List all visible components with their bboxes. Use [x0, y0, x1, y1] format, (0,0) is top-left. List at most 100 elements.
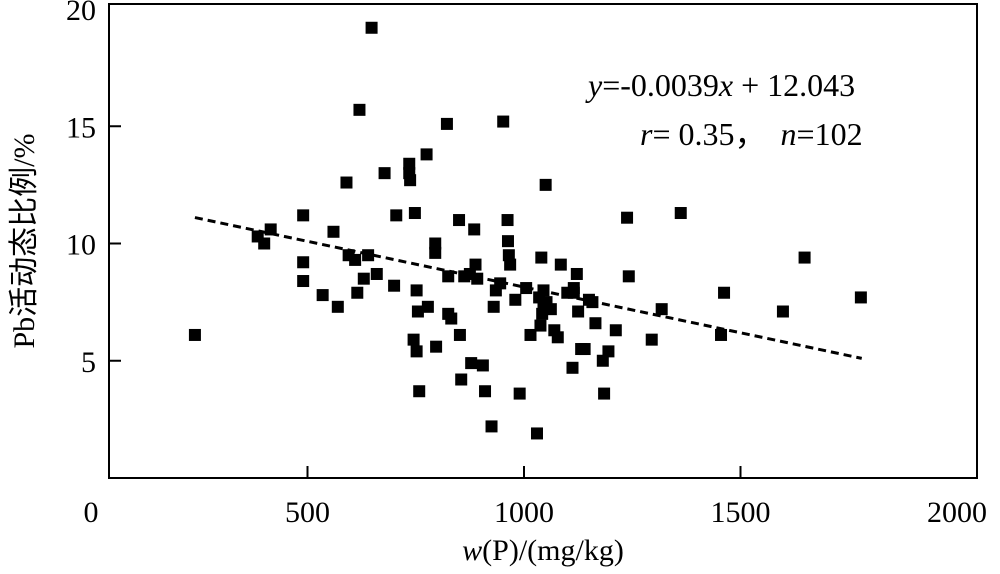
- y-tick-label: 5: [81, 346, 96, 379]
- data-point: [188, 328, 201, 341]
- x-axis-ticks: 0 500 1000 1500 2000: [84, 466, 987, 529]
- data-point: [537, 284, 550, 297]
- y-tick-label: 15: [66, 111, 96, 144]
- data-point: [596, 354, 609, 367]
- data-point: [297, 256, 310, 269]
- data-point: [520, 282, 533, 295]
- data-point: [353, 103, 366, 116]
- data-point: [349, 253, 362, 266]
- x-tick-label: 500: [285, 496, 330, 529]
- data-point: [554, 258, 567, 271]
- data-point: [572, 305, 585, 318]
- data-points: [188, 21, 867, 440]
- data-point: [718, 286, 731, 299]
- data-point: [622, 270, 635, 283]
- data-point: [578, 343, 591, 356]
- data-point: [327, 225, 340, 238]
- data-point: [258, 237, 271, 250]
- data-point: [471, 272, 484, 285]
- data-point: [501, 214, 514, 227]
- data-point: [504, 258, 517, 271]
- data-point: [410, 284, 423, 297]
- data-point: [408, 207, 421, 220]
- data-point: [530, 427, 543, 440]
- data-point: [445, 312, 458, 325]
- y-tick-label: 20: [66, 0, 96, 27]
- data-point: [570, 267, 583, 280]
- y-axis-label: Pb活动态比例/%: [8, 133, 41, 348]
- data-point: [476, 359, 489, 372]
- data-point: [715, 328, 728, 341]
- data-point: [487, 300, 500, 313]
- data-point: [370, 267, 383, 280]
- data-point: [494, 277, 507, 290]
- data-point: [621, 211, 634, 224]
- data-point: [331, 300, 344, 313]
- data-point: [609, 324, 622, 337]
- x-tick-label: 1500: [711, 496, 771, 529]
- data-point: [524, 328, 537, 341]
- data-point: [502, 249, 515, 262]
- data-point: [539, 178, 552, 191]
- data-point: [645, 333, 658, 346]
- data-point: [390, 209, 403, 222]
- data-point: [413, 385, 426, 398]
- data-point: [551, 331, 564, 344]
- data-point: [468, 223, 481, 236]
- data-point: [378, 167, 391, 180]
- data-point: [455, 373, 468, 386]
- data-point: [453, 328, 466, 341]
- data-point: [357, 272, 370, 285]
- data-point: [534, 319, 547, 332]
- data-point: [854, 291, 867, 304]
- data-point: [586, 296, 599, 309]
- x-axis-label: w(P)/(mg/kg): [462, 534, 624, 567]
- y-axis-ticks: 5 10 15 20: [66, 0, 121, 379]
- x-tick-label: 1000: [494, 496, 554, 529]
- data-point: [566, 361, 579, 374]
- data-point: [501, 235, 514, 248]
- x-tick-label: 2000: [927, 496, 987, 529]
- data-point: [497, 115, 510, 128]
- data-point: [655, 303, 668, 316]
- data-point: [429, 246, 442, 259]
- stats-annotation: r= 0.35， n=102: [640, 116, 863, 152]
- equation-annotation: y=-0.0039x + 12.043: [585, 67, 855, 103]
- data-point: [362, 249, 375, 262]
- data-point: [776, 305, 789, 318]
- data-point: [403, 157, 416, 170]
- data-point: [567, 286, 580, 299]
- data-point: [513, 387, 526, 400]
- data-point: [351, 286, 364, 299]
- data-point: [407, 333, 420, 346]
- data-point: [465, 357, 478, 370]
- data-point: [421, 300, 434, 313]
- data-point: [798, 251, 811, 264]
- data-point: [340, 176, 353, 189]
- data-point: [537, 298, 550, 311]
- data-point: [674, 207, 687, 220]
- plot-frame: [108, 3, 978, 479]
- data-point: [429, 237, 442, 250]
- data-point: [365, 21, 378, 34]
- data-point: [602, 345, 615, 358]
- data-point: [485, 420, 498, 433]
- data-point: [297, 275, 310, 288]
- data-point: [598, 387, 611, 400]
- data-point: [297, 209, 310, 222]
- data-point: [404, 174, 417, 187]
- data-point: [535, 251, 548, 264]
- data-point: [420, 148, 433, 161]
- data-point: [469, 258, 482, 271]
- data-point: [440, 117, 453, 130]
- data-point: [430, 340, 443, 353]
- data-point: [453, 214, 466, 227]
- data-point: [264, 223, 277, 236]
- data-point: [589, 317, 602, 330]
- data-point: [388, 279, 401, 292]
- y-tick-label: 10: [66, 229, 96, 262]
- x-tick-label: 0: [84, 496, 99, 529]
- data-point: [411, 305, 424, 318]
- data-point: [442, 270, 455, 283]
